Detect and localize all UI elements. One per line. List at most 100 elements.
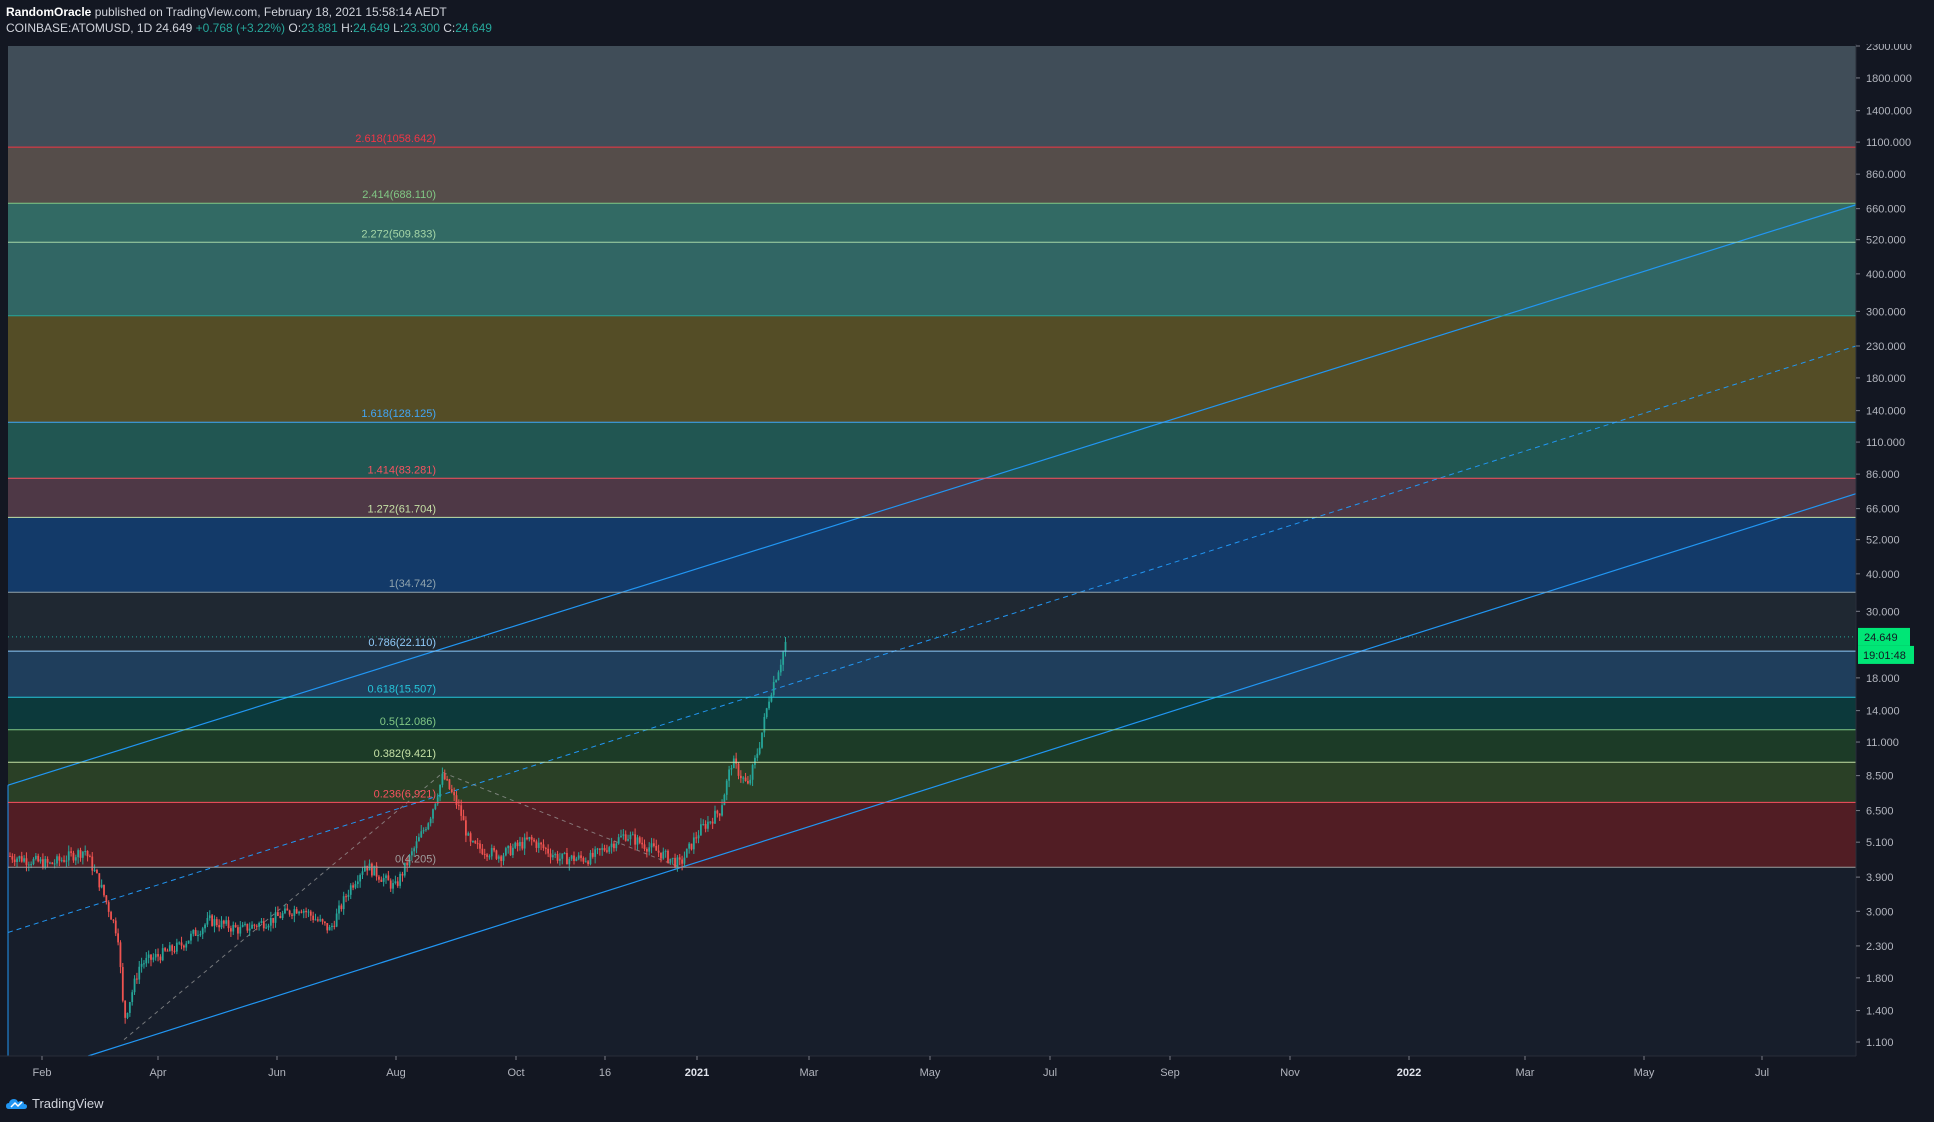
candle-body — [138, 966, 141, 980]
time-tick-label: Jul — [1755, 1067, 1769, 1079]
candle-body — [255, 925, 258, 927]
candle-body — [678, 857, 681, 860]
time-tick-label: Apr — [149, 1067, 166, 1079]
channel-upper[interactable] — [7, 204, 1857, 786]
candle-body — [570, 855, 573, 859]
candle-body — [450, 789, 453, 793]
price-tick-label: 66.000 — [1866, 504, 1900, 516]
candle-body — [596, 848, 599, 850]
price-change: +0.768 (+3.22%) — [195, 21, 286, 35]
price-chart[interactable]: 2.618(1058.642) 2.414(688.110) 2.272(509.8… — [0, 44, 1934, 1092]
candle-body — [133, 978, 136, 993]
candle-body — [251, 924, 253, 929]
candle-body — [721, 805, 723, 816]
candle-body — [744, 777, 747, 782]
candle-body — [434, 803, 437, 810]
time-tick-label: May — [920, 1067, 941, 1079]
candle-body — [227, 920, 230, 929]
open-label: O: — [288, 21, 302, 35]
candle-body — [641, 842, 644, 845]
fib-band — [8, 802, 1856, 868]
candle-body — [291, 914, 293, 916]
channel-middle[interactable] — [7, 345, 1857, 933]
candle-body — [500, 856, 503, 861]
candle-body — [284, 908, 286, 914]
candle-body — [67, 851, 70, 861]
fib-level-label: 2.272(509.833) — [361, 228, 436, 240]
candle-body — [286, 908, 289, 911]
candle-body — [467, 833, 470, 836]
candle-body — [49, 862, 51, 864]
price-tick-label: 300.000 — [1866, 306, 1906, 318]
candle-body — [392, 883, 394, 889]
candle-body — [413, 848, 416, 852]
author-name[interactable]: RandomOracle — [6, 5, 92, 19]
price-tick-label: 30.000 — [1866, 606, 1900, 618]
candle-body — [530, 837, 533, 840]
candle-body — [262, 921, 265, 929]
symbol-label[interactable]: COINBASE:ATOMUSD, 1D — [6, 21, 153, 35]
candle-body — [685, 848, 688, 858]
candle-body — [314, 919, 317, 921]
candle-body — [328, 927, 331, 931]
candle-body — [476, 843, 479, 845]
candle-body — [63, 860, 65, 862]
last-price-tag[interactable] — [1858, 627, 1910, 646]
candle-body — [704, 824, 707, 829]
candle-body — [770, 694, 773, 702]
candle-body — [418, 837, 420, 842]
price-axis[interactable]: 2300.000 1800.000 1400.000 1100.000 860.000 6… — [1855, 44, 1934, 1056]
candle-body — [23, 858, 25, 862]
candle-body — [396, 881, 399, 886]
last-price: 24.649 — [155, 21, 193, 35]
tradingview-logo[interactable]: TradingView — [6, 1096, 104, 1111]
candle-body — [356, 881, 359, 885]
candle-body — [269, 917, 272, 926]
candle-body — [173, 950, 176, 952]
candle-body — [274, 912, 277, 923]
time-tick-label: Mar — [800, 1067, 819, 1079]
candle-body — [533, 839, 535, 842]
candle-body — [406, 862, 409, 866]
high-label: H: — [341, 21, 354, 35]
candle-body — [363, 865, 366, 872]
candle-body — [72, 852, 75, 861]
regression-channel[interactable] — [7, 204, 1857, 1057]
candle-body — [509, 845, 512, 856]
channel-lower[interactable] — [87, 493, 1857, 1057]
time-axis[interactable]: Feb Apr Jun Aug Oct 16 2021 Mar May Jul Sep Nov 2022… — [0, 1055, 1856, 1079]
low-value: 23.300 — [403, 21, 440, 35]
candle-body — [331, 925, 333, 928]
candle-body — [645, 848, 648, 852]
footer — [0, 1092, 1934, 1122]
candle-body — [394, 881, 397, 884]
candle-body — [523, 837, 526, 849]
price-tick-label: 1.800 — [1866, 973, 1894, 985]
candle-body — [772, 682, 775, 695]
candle-body — [20, 856, 23, 862]
candle-body — [655, 845, 658, 851]
candle-body — [707, 821, 709, 829]
candle-body — [408, 855, 411, 866]
candle-body — [718, 813, 721, 816]
price-tick-label: 1800.000 — [1866, 73, 1912, 85]
candle-body — [486, 854, 488, 857]
fib-level-label: 2.414(688.110) — [362, 189, 436, 201]
candle-body — [342, 896, 345, 910]
candle-body — [582, 857, 585, 862]
price-tick-label: 3.900 — [1866, 872, 1894, 884]
candle-body — [298, 911, 300, 914]
candle-body — [175, 942, 178, 952]
candle-body — [333, 925, 336, 927]
candle-body — [690, 843, 693, 850]
candle-body — [629, 834, 632, 840]
candle-body — [338, 905, 340, 914]
fib-band — [8, 697, 1856, 730]
candle-body — [70, 851, 72, 853]
candle-body — [446, 779, 448, 781]
fib-band — [8, 242, 1856, 316]
candle-body — [559, 858, 561, 861]
candle-body — [631, 834, 634, 836]
candle-body — [429, 818, 432, 824]
candle-body — [121, 967, 124, 1001]
